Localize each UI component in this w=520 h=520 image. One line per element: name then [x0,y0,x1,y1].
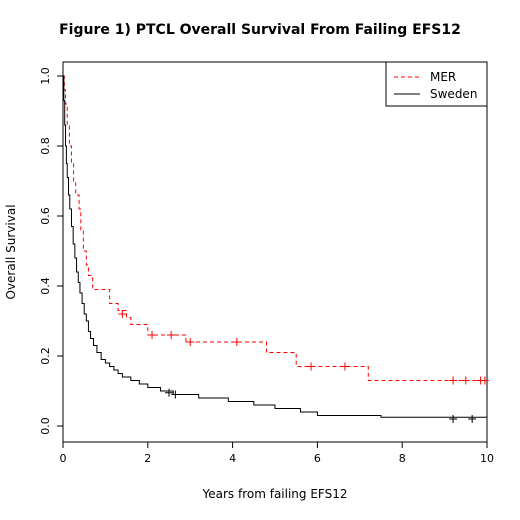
y-tick-label: 1.0 [39,67,52,85]
series-line-mer [63,75,487,381]
censor-mark-sweden [165,388,173,397]
x-tick-label: 8 [399,452,406,465]
censor-mark-sweden [449,415,458,423]
censor-mark-mer [232,338,241,346]
y-tick-label: 0.4 [39,277,52,295]
y-axis-label: Overall Survival [4,204,18,299]
censor-mark-sweden [468,415,477,423]
x-tick-label: 10 [480,452,494,465]
x-tick-label: 6 [314,452,321,465]
plot-border [62,61,488,443]
plot-frame [62,61,488,443]
legend-label-mer: MER [430,70,456,84]
censor-mark-mer [307,362,316,371]
censor-mark-mer [461,376,470,385]
censor-mark-mer [148,331,157,339]
censor-mark-mer [186,338,195,346]
legend: MER Sweden [385,61,488,107]
chart-title: Figure 1) PTCL Overall Survival From Fai… [59,22,461,38]
censor-mark-mer [167,331,176,339]
censor-mark-mer [449,376,458,385]
censor-mark-mer [118,310,127,318]
y-tick-label: 0.0 [39,417,52,435]
x-tick-label: 0 [60,452,67,465]
series-line-sweden [63,75,488,419]
censor-marks [118,310,489,423]
y-tick-label: 0.2 [39,347,52,365]
y-tick-label: 0.6 [39,207,52,225]
y-tick-label: 0.8 [39,137,52,155]
x-tick-label: 4 [229,452,236,465]
x-axis-label: Years from failing EFS12 [202,487,348,501]
censor-mark-mer [480,376,489,385]
x-tick-label: 2 [144,452,151,465]
legend-box [385,61,488,107]
censor-mark-sweden [171,390,180,399]
legend-label-sweden: Sweden [430,87,477,101]
censor-mark-mer [340,362,349,371]
series-lines [63,75,488,419]
axes: 0 2 4 6 8 10 0.0 0.2 0.4 0.6 0.8 1.0 [39,67,494,465]
